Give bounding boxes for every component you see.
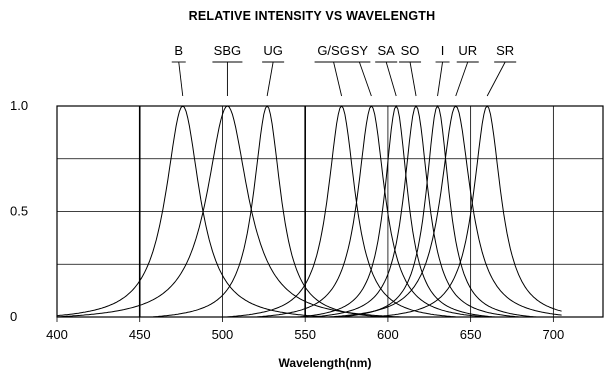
x-tick-label: 600: [377, 327, 399, 342]
series-curves: [57, 104, 562, 317]
series-leader-line: [358, 61, 372, 97]
curve-i: [57, 104, 562, 317]
series-label: SA: [378, 43, 396, 58]
series-leader-line: [385, 61, 397, 97]
x-tick-label: 550: [294, 327, 316, 342]
series-leader-line: [409, 61, 417, 97]
series-label: G/SG: [317, 43, 350, 58]
curve-sr: [57, 105, 562, 317]
x-tick-label: 500: [212, 327, 234, 342]
x-tick-label: 650: [460, 327, 482, 342]
series-label: SR: [496, 43, 514, 58]
x-axis-label: Wavelength(nm): [279, 356, 372, 370]
grid: [56, 105, 604, 318]
curve-g-sg: [57, 105, 562, 317]
x-tick-label: 700: [543, 327, 565, 342]
series-label: UG: [263, 43, 283, 58]
axis-ticks: 400 450 500 550 600 650 700 0 0.5 1.0: [10, 98, 564, 342]
series-label: B: [174, 43, 183, 58]
series-labels: B SBG UG G/SG SY SA SO I UR SR: [171, 43, 517, 97]
series-leader-line: [486, 61, 506, 97]
x-tick-label: 400: [46, 327, 68, 342]
curve-ur: [57, 105, 562, 317]
series-label: I: [441, 43, 445, 58]
curve-sa: [57, 104, 562, 317]
series-leader-line: [266, 61, 274, 97]
y-tick-label: 0.5: [10, 204, 28, 219]
series-label: UR: [458, 43, 477, 58]
curve-sy: [57, 105, 562, 317]
curve-sbg: [57, 105, 562, 317]
curve-so: [57, 105, 562, 317]
series-label: SO: [401, 43, 420, 58]
series-leader-line: [178, 61, 184, 97]
x-tick-label: 450: [129, 327, 151, 342]
series-leader-line: [333, 61, 343, 97]
series-label: SBG: [214, 43, 241, 58]
y-tick-label: 1.0: [10, 98, 28, 113]
series-leader-line: [455, 61, 469, 97]
chart-title: RELATIVE INTENSITY VS WAVELENGTH: [189, 9, 436, 23]
series-leader-line: [437, 61, 443, 97]
series-label: SY: [351, 43, 369, 58]
curve-ug: [57, 105, 562, 317]
y-tick-label: 0: [10, 309, 17, 324]
